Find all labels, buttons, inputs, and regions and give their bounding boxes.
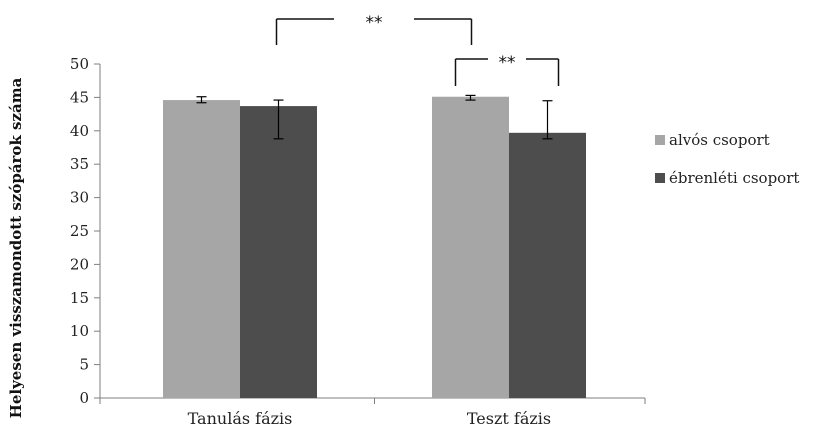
- legend-swatch: [655, 135, 665, 145]
- legend-swatch: [655, 173, 665, 183]
- x-category-label: Teszt fázis: [467, 409, 551, 428]
- y-tick-label: 5: [79, 356, 89, 374]
- legend-item: ébrenléti csoport: [655, 169, 799, 187]
- y-tick-label: 10: [70, 322, 89, 340]
- y-tick-label: 0: [79, 389, 89, 407]
- y-tick-label: 20: [70, 255, 89, 273]
- significance-bracket: **: [454, 53, 560, 86]
- significance-label: **: [366, 13, 383, 33]
- bars-group: [163, 96, 586, 399]
- legend: alvós csoport ébrenléti csoport: [655, 131, 799, 187]
- y-tick-label: 35: [70, 155, 89, 173]
- bar: [432, 96, 509, 399]
- error-bars-group: [196, 94, 553, 140]
- axes-group: 0 5 10 15 20 25 30 35 40 45 50 Tanulás fázis Teszt f…: [70, 55, 646, 428]
- y-tick-label: 25: [70, 222, 89, 240]
- y-tick-label: 40: [70, 122, 89, 140]
- bar: [240, 106, 317, 399]
- legend-item: alvós csoport: [655, 131, 770, 149]
- significance-annotations: ** **: [275, 13, 560, 86]
- legend-label: alvós csoport: [669, 131, 770, 149]
- y-axis-label: Helyesen visszamondott szópárok száma: [7, 77, 25, 418]
- bar: [163, 100, 240, 399]
- y-tick-label: 45: [70, 88, 89, 106]
- significance-bracket: **: [275, 13, 473, 45]
- y-tick-label: 50: [70, 55, 89, 73]
- significance-label: **: [499, 53, 516, 73]
- x-category-label: Tanulás fázis: [188, 409, 293, 428]
- y-tick-label: 15: [70, 289, 89, 307]
- bar: [509, 132, 586, 398]
- legend-label: ébrenléti csoport: [669, 169, 799, 187]
- y-tick-label: 30: [70, 189, 89, 207]
